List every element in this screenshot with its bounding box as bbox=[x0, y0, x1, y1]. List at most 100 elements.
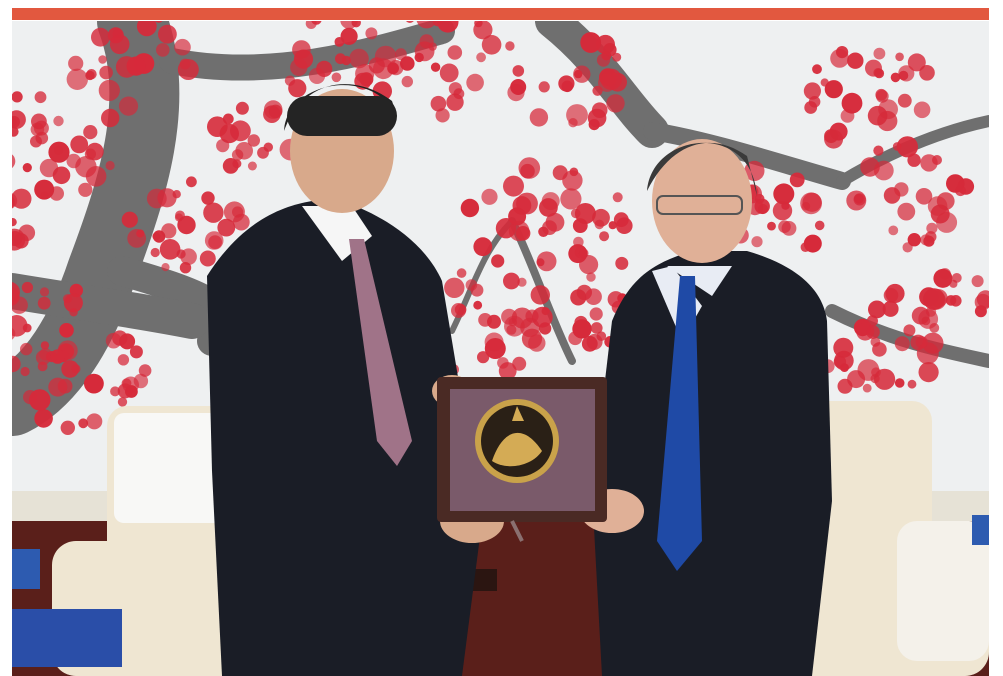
blossom bbox=[435, 108, 450, 123]
blossom bbox=[99, 65, 113, 80]
blossom bbox=[118, 96, 139, 116]
blossom bbox=[365, 27, 378, 40]
blossom bbox=[945, 295, 957, 306]
blossom bbox=[873, 160, 894, 181]
blossom bbox=[232, 213, 250, 231]
blossom bbox=[349, 48, 369, 69]
blossom bbox=[833, 337, 854, 358]
blossom bbox=[607, 291, 624, 308]
blossom bbox=[866, 315, 879, 327]
blossom bbox=[883, 288, 899, 303]
blossom bbox=[129, 345, 143, 359]
blossom bbox=[293, 49, 314, 69]
blossom bbox=[98, 79, 120, 101]
blossom bbox=[907, 379, 917, 389]
blossom bbox=[789, 172, 805, 188]
blossom bbox=[907, 153, 921, 167]
blossom bbox=[971, 275, 984, 288]
blossom bbox=[12, 315, 28, 337]
blossom bbox=[354, 72, 372, 90]
blossom bbox=[110, 386, 121, 397]
blossom bbox=[29, 389, 51, 411]
blossom bbox=[61, 360, 79, 378]
blue-box bbox=[12, 549, 40, 589]
blossom bbox=[478, 313, 492, 327]
blossom bbox=[119, 333, 136, 350]
blossom bbox=[897, 202, 916, 221]
blossom bbox=[12, 91, 23, 103]
blossom bbox=[465, 279, 478, 291]
blue-book bbox=[12, 609, 122, 667]
blossom bbox=[585, 288, 602, 306]
photograph bbox=[12, 21, 989, 676]
blossom bbox=[814, 220, 825, 231]
blossom bbox=[334, 37, 345, 47]
blossom bbox=[767, 221, 776, 231]
blossom bbox=[203, 202, 224, 223]
blossom bbox=[976, 290, 989, 308]
blossom bbox=[177, 215, 196, 235]
blossom bbox=[105, 160, 115, 171]
blossom bbox=[161, 263, 170, 272]
blossom bbox=[37, 296, 51, 310]
blossom bbox=[920, 154, 938, 172]
blossom bbox=[158, 24, 177, 44]
blossom bbox=[484, 332, 504, 352]
blossom bbox=[847, 52, 864, 69]
blossom bbox=[39, 287, 50, 297]
blossom bbox=[921, 316, 931, 326]
blossom bbox=[781, 221, 797, 236]
blossom bbox=[12, 193, 18, 209]
blossom bbox=[232, 206, 244, 218]
blossom bbox=[920, 234, 932, 246]
blossom bbox=[836, 46, 849, 59]
blossom bbox=[155, 21, 163, 23]
blossom bbox=[846, 190, 867, 211]
blossom bbox=[804, 101, 818, 114]
blossom bbox=[803, 234, 822, 253]
right-sofa bbox=[772, 401, 989, 676]
blossom bbox=[569, 167, 579, 177]
blossom bbox=[109, 34, 130, 55]
blossom bbox=[21, 281, 33, 294]
blossom bbox=[12, 154, 16, 169]
blossom bbox=[34, 91, 47, 104]
blossom bbox=[22, 323, 32, 333]
blossom bbox=[66, 68, 88, 90]
blossom bbox=[923, 288, 945, 310]
coffee-table bbox=[452, 581, 622, 676]
blossom bbox=[121, 211, 138, 228]
blossom bbox=[152, 230, 166, 243]
blossom bbox=[232, 159, 242, 169]
blossom bbox=[915, 188, 933, 205]
blossom bbox=[268, 104, 283, 119]
blossom bbox=[63, 293, 83, 313]
blossom bbox=[511, 307, 533, 329]
blossom bbox=[592, 208, 610, 227]
blossom bbox=[870, 337, 881, 347]
blossom bbox=[84, 373, 104, 394]
blossom bbox=[894, 378, 905, 388]
blossom bbox=[902, 242, 913, 253]
blossom bbox=[430, 62, 441, 72]
blossom bbox=[560, 188, 582, 210]
blossom bbox=[897, 93, 912, 108]
blossom bbox=[400, 56, 415, 71]
blossom bbox=[558, 75, 575, 92]
blossom bbox=[477, 351, 490, 364]
blossom bbox=[505, 41, 515, 51]
blossom bbox=[331, 72, 342, 83]
blossom bbox=[596, 53, 611, 67]
blossom bbox=[12, 231, 14, 242]
blossom bbox=[372, 81, 392, 101]
blossom bbox=[179, 58, 191, 70]
blossom bbox=[926, 222, 938, 234]
blossom bbox=[773, 183, 795, 205]
blossom bbox=[951, 273, 962, 283]
blossom bbox=[437, 21, 459, 33]
blossom bbox=[894, 336, 910, 352]
blossom bbox=[503, 175, 524, 197]
blossom bbox=[600, 68, 622, 90]
blossom bbox=[247, 134, 260, 147]
